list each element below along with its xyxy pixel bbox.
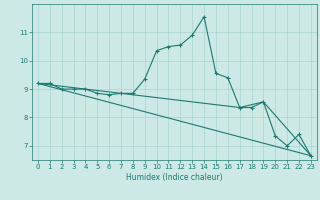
X-axis label: Humidex (Indice chaleur): Humidex (Indice chaleur) (126, 173, 223, 182)
